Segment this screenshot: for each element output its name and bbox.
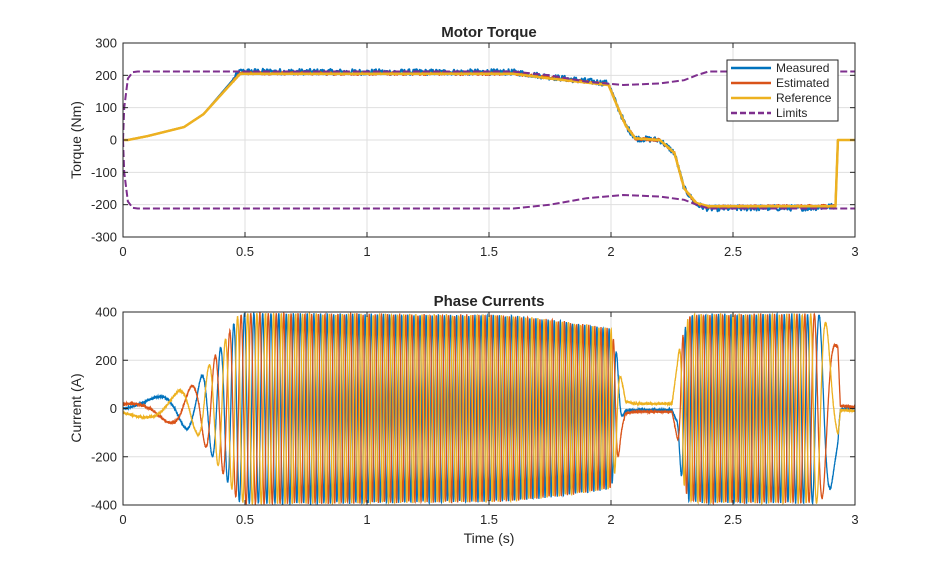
torque-ytick-label: -100 [91,165,117,180]
current-ylabel: Current (A) [68,373,84,442]
torque-xtick-label: 3 [851,244,858,259]
current-xtick-label: 1.5 [480,512,498,527]
torque-legend: Measured Estimated Reference Limits [726,59,839,122]
current-xtick-label: 3 [851,512,858,527]
torque-xtick-label: 1 [363,244,370,259]
torque-ytick-label: 200 [95,68,117,83]
current-ytick-label: -200 [91,449,117,464]
legend-box [726,59,839,122]
current-ytick-label: 200 [95,353,117,368]
torque-title: Motor Torque [441,24,537,41]
legend-label-measured: Measured [776,61,829,75]
current-xtick-label: 0.5 [236,512,254,527]
current-xtick-label: 2.5 [724,512,742,527]
torque-ytick-label: 0 [110,133,117,148]
current-series-phase-b [123,312,855,505]
torque-xtick-label: 1.5 [480,244,498,259]
legend-label-estimated: Estimated [776,76,829,90]
torque-ytick-label: 100 [95,100,117,115]
torque-series-limits-lower [123,139,855,210]
current-title: Phase Currents [434,293,545,310]
torque-xtick-label: 2.5 [724,244,742,259]
current-xtick-label: 0 [119,512,126,527]
torque-xtick-label: 0 [119,244,126,259]
current-ytick-label: 400 [95,305,117,320]
current-xtick-label: 2 [607,512,614,527]
torque-ytick-label: -300 [91,230,117,245]
current-subplot: 0 0.5 1 1.5 2 2.5 3 -400 -200 0 200 400 Phase Curre… [68,293,859,546]
current-ytick-label: -400 [91,498,117,513]
torque-ticks: 0 0.5 1 1.5 2 2.5 3 -300 -200 -100 0 100 200 300 [91,36,859,260]
torque-ylabel: Torque (Nm) [68,101,84,179]
current-lines [123,312,855,505]
torque-series-reference [123,72,855,208]
current-xlabel: Time (s) [464,530,515,546]
current-ticks: 0 0.5 1 1.5 2 2.5 3 -400 -200 0 200 400 [91,305,859,528]
torque-xtick-label: 2 [607,244,614,259]
legend-label-limits: Limits [776,106,807,120]
torque-ytick-label: -200 [91,197,117,212]
torque-ytick-label: 300 [95,36,117,51]
torque-series-limits-upper [123,70,855,141]
current-ytick-label: 0 [110,401,117,416]
torque-xtick-label: 0.5 [236,244,254,259]
legend-label-reference: Reference [776,91,832,105]
torque-subplot: 0 0.5 1 1.5 2 2.5 3 -300 -200 -100 0 100 200 300 Moto… [68,24,859,259]
current-xtick-label: 1 [363,512,370,527]
torque-lines [123,67,855,213]
